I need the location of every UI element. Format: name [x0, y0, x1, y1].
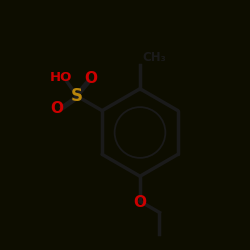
Text: HO: HO	[49, 70, 72, 84]
Text: CH₃: CH₃	[142, 51, 166, 64]
Text: O: O	[84, 71, 98, 86]
Text: O: O	[50, 101, 63, 116]
Text: O: O	[134, 195, 146, 210]
Text: S: S	[71, 87, 83, 105]
